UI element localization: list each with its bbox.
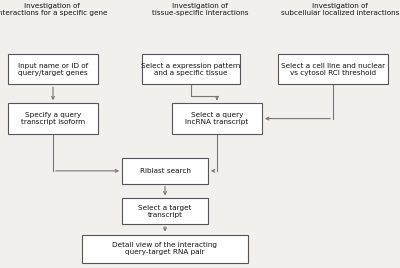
Text: Investigation of
subcellular localized interactions: Investigation of subcellular localized i…	[281, 3, 399, 16]
FancyBboxPatch shape	[122, 158, 208, 184]
FancyBboxPatch shape	[8, 103, 98, 134]
FancyBboxPatch shape	[8, 54, 98, 84]
Text: Select a query
lncRNA transcript: Select a query lncRNA transcript	[185, 112, 249, 125]
Text: Select a cell line and nuclear
vs cytosol RCI threshold: Select a cell line and nuclear vs cytoso…	[281, 62, 385, 76]
Text: Select a expression pattern
and a specific tissue: Select a expression pattern and a specif…	[141, 62, 241, 76]
FancyBboxPatch shape	[142, 54, 240, 84]
Text: Investigation of
tissue-specific interactions: Investigation of tissue-specific interac…	[152, 3, 248, 16]
Text: Select a target
transcript: Select a target transcript	[138, 204, 192, 218]
Text: Riblast search: Riblast search	[140, 168, 190, 174]
Text: Detail view of the interacting
query-target RNA pair: Detail view of the interacting query-tar…	[112, 242, 218, 255]
Text: Investigation of
interactions for a specific gene: Investigation of interactions for a spec…	[0, 3, 108, 16]
FancyBboxPatch shape	[278, 54, 388, 84]
Text: Specify a query
transcript isoform: Specify a query transcript isoform	[21, 112, 85, 125]
FancyBboxPatch shape	[172, 103, 262, 134]
Text: Input name or ID of
query/target genes: Input name or ID of query/target genes	[18, 62, 88, 76]
FancyBboxPatch shape	[122, 198, 208, 224]
FancyBboxPatch shape	[82, 234, 248, 263]
